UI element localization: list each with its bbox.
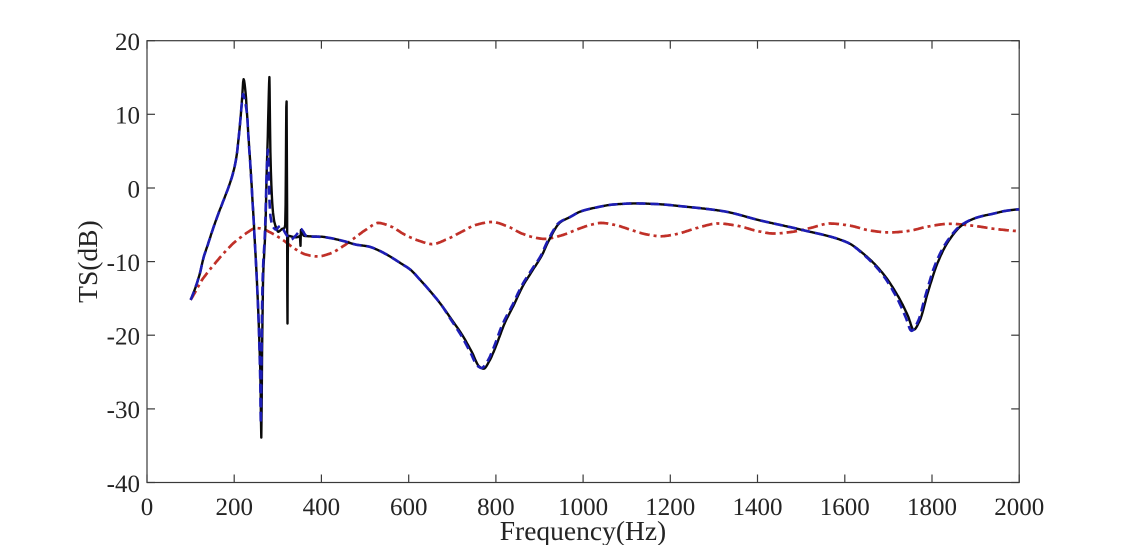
svg-text:1200: 1200	[645, 494, 695, 521]
svg-text:400: 400	[303, 494, 341, 521]
svg-text:-40: -40	[107, 471, 140, 498]
svg-text:1600: 1600	[820, 494, 870, 521]
svg-text:-30: -30	[107, 397, 140, 424]
svg-text:Frequency(Hz): Frequency(Hz)	[500, 515, 666, 545]
svg-text:-10: -10	[107, 250, 140, 277]
svg-text:1400: 1400	[733, 494, 783, 521]
svg-text:600: 600	[390, 494, 428, 521]
svg-text:20: 20	[115, 29, 140, 56]
svg-text:0: 0	[141, 494, 154, 521]
svg-text:1000: 1000	[558, 494, 608, 521]
svg-text:1800: 1800	[907, 494, 957, 521]
svg-text:2000: 2000	[994, 494, 1044, 521]
svg-text:10: 10	[115, 103, 140, 130]
svg-text:800: 800	[477, 494, 515, 521]
svg-text:0: 0	[128, 176, 141, 203]
svg-text:TS(dB): TS(dB)	[72, 220, 103, 303]
svg-text:-20: -20	[107, 324, 140, 351]
svg-text:200: 200	[215, 494, 253, 521]
